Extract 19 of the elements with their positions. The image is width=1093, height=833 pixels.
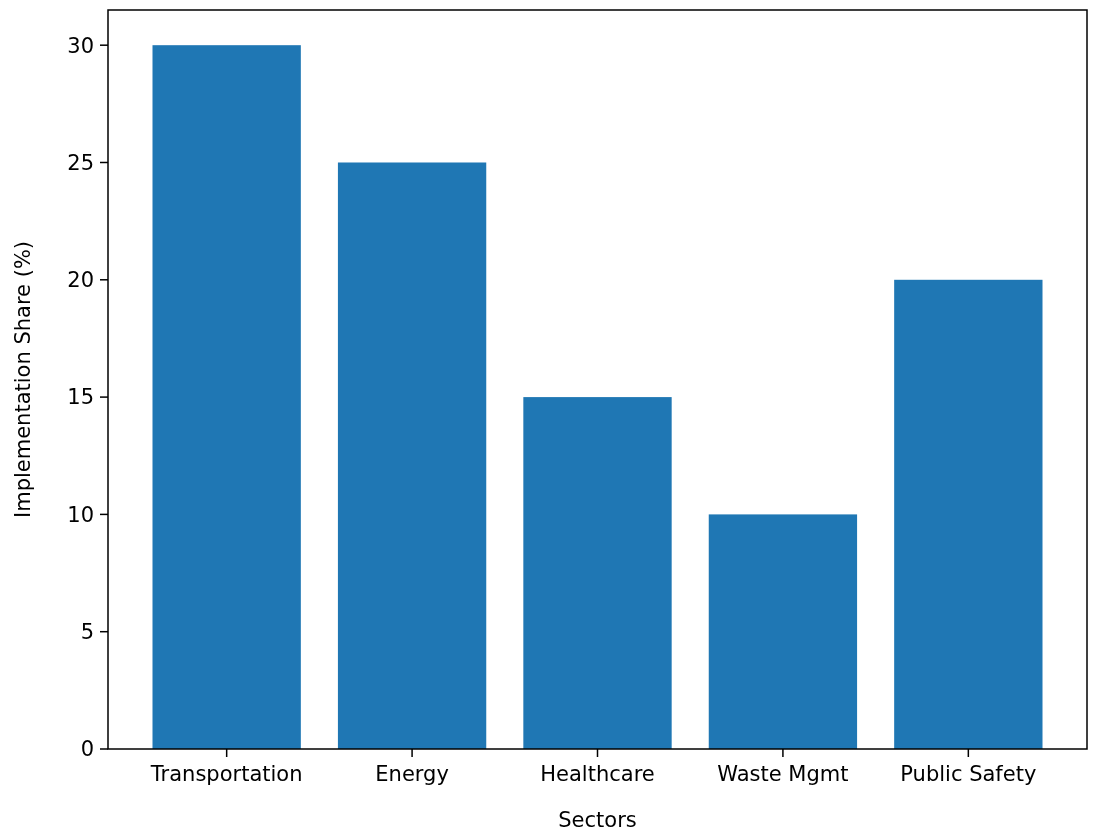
- x-tick-label: Energy: [375, 762, 449, 786]
- y-axis-title: Implementation Share (%): [11, 240, 35, 519]
- y-tick-label: 15: [67, 385, 94, 410]
- bar: [894, 279, 1043, 749]
- y-tick-label: 20: [67, 268, 94, 293]
- y-tick-label: 25: [67, 150, 94, 175]
- bar: [152, 45, 301, 749]
- x-axis-title: Sectors: [558, 808, 637, 832]
- bar: [337, 162, 487, 749]
- x-tick-label: Public Safety: [900, 762, 1037, 786]
- x-tick-label: Healthcare: [540, 762, 655, 786]
- x-tick-label: Transportation: [149, 762, 303, 786]
- bar: [523, 397, 672, 749]
- x-tick-label: Waste Mgmt: [717, 762, 849, 786]
- y-tick-label: 5: [80, 620, 94, 645]
- y-tick-label: 30: [67, 33, 94, 58]
- bar: [708, 514, 858, 749]
- y-tick-label: 10: [67, 502, 94, 527]
- y-tick-label: 0: [80, 737, 94, 762]
